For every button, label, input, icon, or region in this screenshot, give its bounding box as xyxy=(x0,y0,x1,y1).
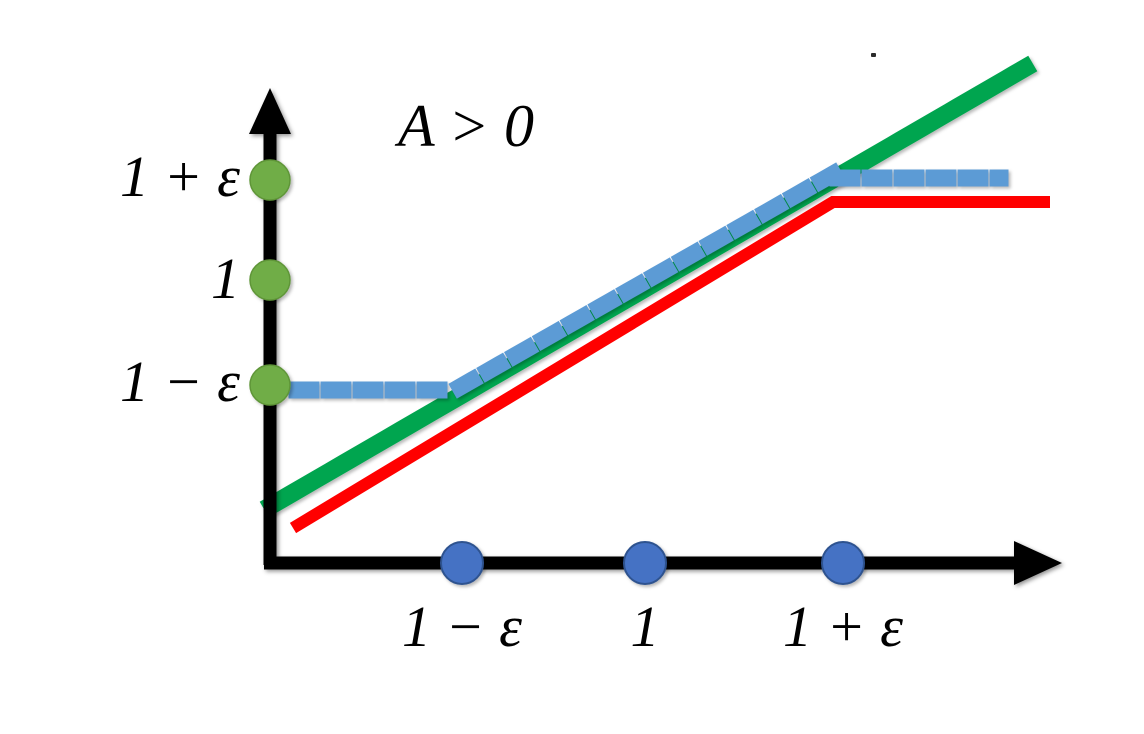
stray-speck-artifact xyxy=(871,53,876,57)
series-blue-dotted-piecewise xyxy=(288,162,1009,399)
annotation-a-greater-than-zero: A > 0 xyxy=(398,93,535,159)
y-marker-1-minus-eps xyxy=(249,364,291,406)
x-tick-label-1-plus-eps: 1 + ε xyxy=(783,594,903,659)
x-marker-1-minus-eps xyxy=(440,541,484,585)
x-tick-label-1-minus-eps: 1 − ε xyxy=(402,594,522,659)
axis-lines xyxy=(249,88,1062,585)
x-axis-markers xyxy=(440,541,865,585)
x-marker-1 xyxy=(623,541,667,585)
series-red-solid-piecewise xyxy=(289,196,1050,534)
y-tick-label-1-minus-eps: 1 − ε xyxy=(120,349,240,414)
y-axis-markers xyxy=(249,159,291,406)
y-tick-label-1-plus-eps: 1 + ε xyxy=(120,144,240,209)
x-tick-label-1: 1 xyxy=(630,594,660,659)
x-marker-1-plus-eps xyxy=(821,541,865,585)
y-tick-label-1: 1 xyxy=(211,246,240,311)
y-marker-1-plus-eps xyxy=(249,159,291,201)
y-marker-1 xyxy=(249,259,291,301)
